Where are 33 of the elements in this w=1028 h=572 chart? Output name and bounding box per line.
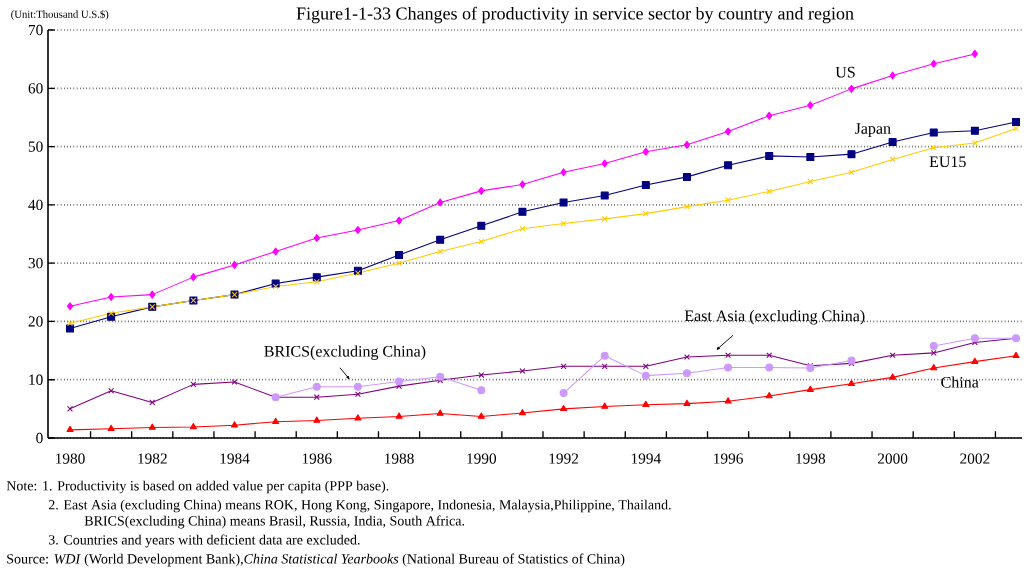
y-tick-label: 60 — [28, 83, 43, 94]
x-tick-label: 1996 — [714, 453, 743, 464]
text: 2. East Asia (excluding China) means ROK, Hong Kong, Singapore, Indonesia, Malaysia,Philippine, Thailand. — [48, 499, 671, 513]
chart-title: Figure1-1-33 Changes of productivity in service sector by country and region — [296, 6, 854, 24]
y-tick-label: 70 — [28, 24, 43, 36]
series-label: US — [835, 66, 855, 78]
x-tick-label: 1982 — [138, 453, 167, 464]
text: Note: 1. Productivity is based on added value per capita (PPP base). — [6, 480, 389, 494]
x-tick-label: 1990 — [467, 453, 497, 464]
text: BRICS(excluding China) means Brasil, Russia, India, South Africa. — [84, 515, 465, 529]
y-tick-label: 0 — [36, 432, 43, 444]
y-axis-title: (Unit:Thousand U.S.$) — [11, 10, 109, 20]
y-tick-label: 50 — [28, 141, 43, 152]
series-label: Japan — [854, 123, 891, 138]
x-tick-label: 1994 — [631, 453, 661, 464]
source-note: Source: WDI (World Development Bank),China Statistical Yearbooks (National Bureau of Statistics of China) — [7, 553, 625, 567]
x-tick-label: 1988 — [385, 453, 414, 464]
text: 3. Countries and years with deficient data are excluded. — [48, 534, 360, 548]
series-label: China — [941, 376, 979, 388]
x-tick-label: 1986 — [302, 453, 332, 464]
x-tick-label: 1992 — [549, 453, 579, 464]
y-tick-label: 10 — [29, 374, 43, 385]
x-tick-label: 1998 — [796, 453, 826, 464]
y-tick-label: 20 — [28, 316, 43, 327]
series-label: East Asia (excluding China) — [684, 309, 865, 325]
x-tick-label: 1980 — [56, 453, 85, 464]
series-label: BRICS(excluding China) — [264, 345, 426, 360]
x-tick-label: 2002 — [960, 453, 990, 464]
y-tick-label: 40 — [28, 199, 43, 211]
series-label: EU15 — [929, 156, 966, 168]
x-tick-label: 2000 — [877, 453, 908, 464]
x-tick-label: 1984 — [220, 453, 250, 464]
y-tick-label: 30 — [28, 257, 43, 269]
